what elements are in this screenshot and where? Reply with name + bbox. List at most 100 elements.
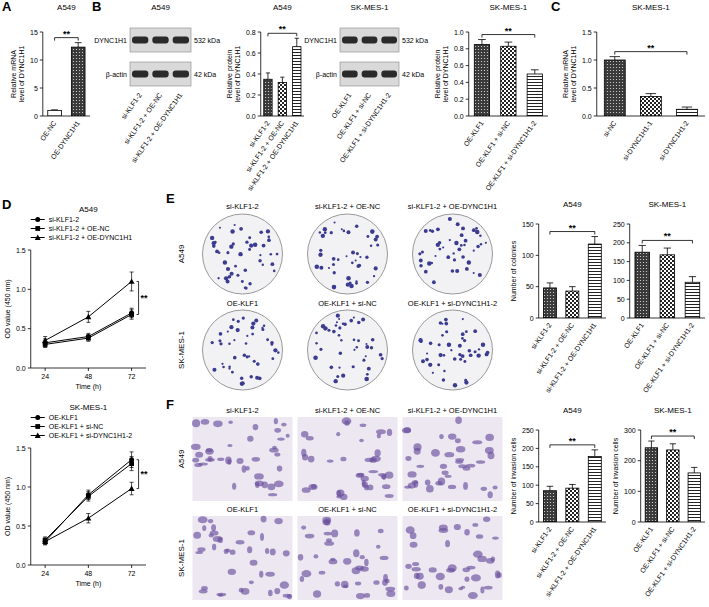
cell — [472, 523, 478, 527]
bar — [293, 47, 301, 116]
error-cap — [689, 276, 696, 277]
cell — [373, 580, 379, 585]
bar — [635, 252, 650, 318]
cell — [272, 446, 277, 450]
tick-label: 0.4 — [454, 79, 464, 86]
plot-area — [604, 57, 697, 116]
tick-label: 0.8 — [454, 45, 464, 52]
axis-title: Time (h) — [75, 580, 101, 588]
colony — [438, 248, 441, 251]
cell — [385, 472, 393, 479]
colony — [324, 231, 327, 234]
colony — [463, 244, 466, 247]
significance: ** — [505, 26, 513, 36]
chart-title: A549 — [273, 3, 292, 12]
cell — [493, 485, 498, 489]
colony — [238, 252, 242, 256]
error-bar — [667, 248, 668, 255]
point — [42, 539, 48, 544]
colony — [356, 346, 358, 348]
row-label: A549 — [177, 244, 186, 263]
colony — [461, 332, 465, 336]
tick — [536, 255, 539, 256]
colony — [338, 367, 340, 369]
axis-title: OD value (450 nm) — [4, 477, 12, 536]
colony — [448, 217, 452, 221]
cell — [274, 518, 282, 524]
x-axis — [630, 318, 705, 319]
cell — [371, 456, 381, 462]
tick-label: 150 — [522, 221, 534, 228]
y-axis — [629, 224, 630, 318]
panel-letter: E — [166, 191, 175, 206]
tick-label: 48 — [84, 570, 92, 577]
colony — [229, 244, 233, 248]
tick-label: 1.0 — [16, 484, 26, 491]
tick — [45, 368, 46, 371]
cell — [425, 480, 431, 486]
cell — [492, 536, 499, 539]
cell — [254, 473, 264, 479]
cell — [232, 483, 236, 490]
error-bar — [534, 70, 535, 74]
colony — [236, 328, 240, 332]
error-cap — [691, 467, 697, 468]
column-label: OE-KLF1 — [227, 299, 258, 308]
colony — [259, 254, 261, 256]
colony — [251, 322, 255, 326]
tick — [40, 60, 43, 61]
error-bar — [43, 337, 47, 345]
panel-letter: B — [92, 0, 101, 14]
colony — [468, 349, 472, 353]
tick-label: 0.0 — [246, 113, 256, 120]
cell — [252, 457, 260, 462]
colony — [418, 338, 422, 342]
colony — [437, 363, 440, 366]
error-cap — [592, 236, 599, 237]
significance: ** — [569, 436, 577, 446]
tick-label: 0.0 — [582, 113, 592, 120]
cell — [247, 436, 253, 442]
colony — [315, 265, 320, 270]
colony — [478, 273, 482, 277]
colony — [362, 359, 365, 362]
band-label: DYNC1H1 — [94, 37, 127, 44]
point — [42, 337, 48, 342]
plate — [308, 310, 388, 390]
legend-symbol — [35, 433, 41, 438]
tick-label: 250 — [613, 221, 625, 228]
cell — [218, 594, 223, 597]
band — [381, 37, 397, 44]
category-label: si-KLF1-2 — [530, 525, 553, 554]
error-bar — [572, 484, 573, 488]
cell — [327, 460, 334, 463]
cell — [236, 540, 245, 544]
colony — [473, 250, 475, 252]
colony — [233, 339, 235, 341]
colony — [457, 247, 461, 251]
colony — [234, 265, 237, 268]
significance: ** — [141, 469, 149, 479]
cell — [426, 485, 434, 493]
colony — [473, 272, 475, 274]
bar — [685, 282, 700, 318]
tick — [638, 430, 641, 431]
cell — [336, 432, 340, 436]
cell — [382, 484, 390, 489]
tick-label: 0 — [632, 519, 636, 526]
tick — [536, 430, 539, 431]
error-bar — [651, 441, 652, 448]
cell — [208, 456, 213, 462]
colony — [431, 262, 433, 264]
lane-label: si-KLF1-2 + OE-DYNC1H1 — [130, 91, 184, 163]
cell — [355, 582, 361, 586]
cell — [360, 423, 367, 427]
micrograph — [193, 516, 293, 600]
band — [381, 71, 397, 78]
category-label: si-NC — [602, 120, 618, 138]
cell — [353, 549, 359, 557]
cell — [300, 576, 304, 582]
plate — [413, 214, 493, 294]
cell — [412, 567, 421, 572]
colony — [343, 322, 347, 326]
